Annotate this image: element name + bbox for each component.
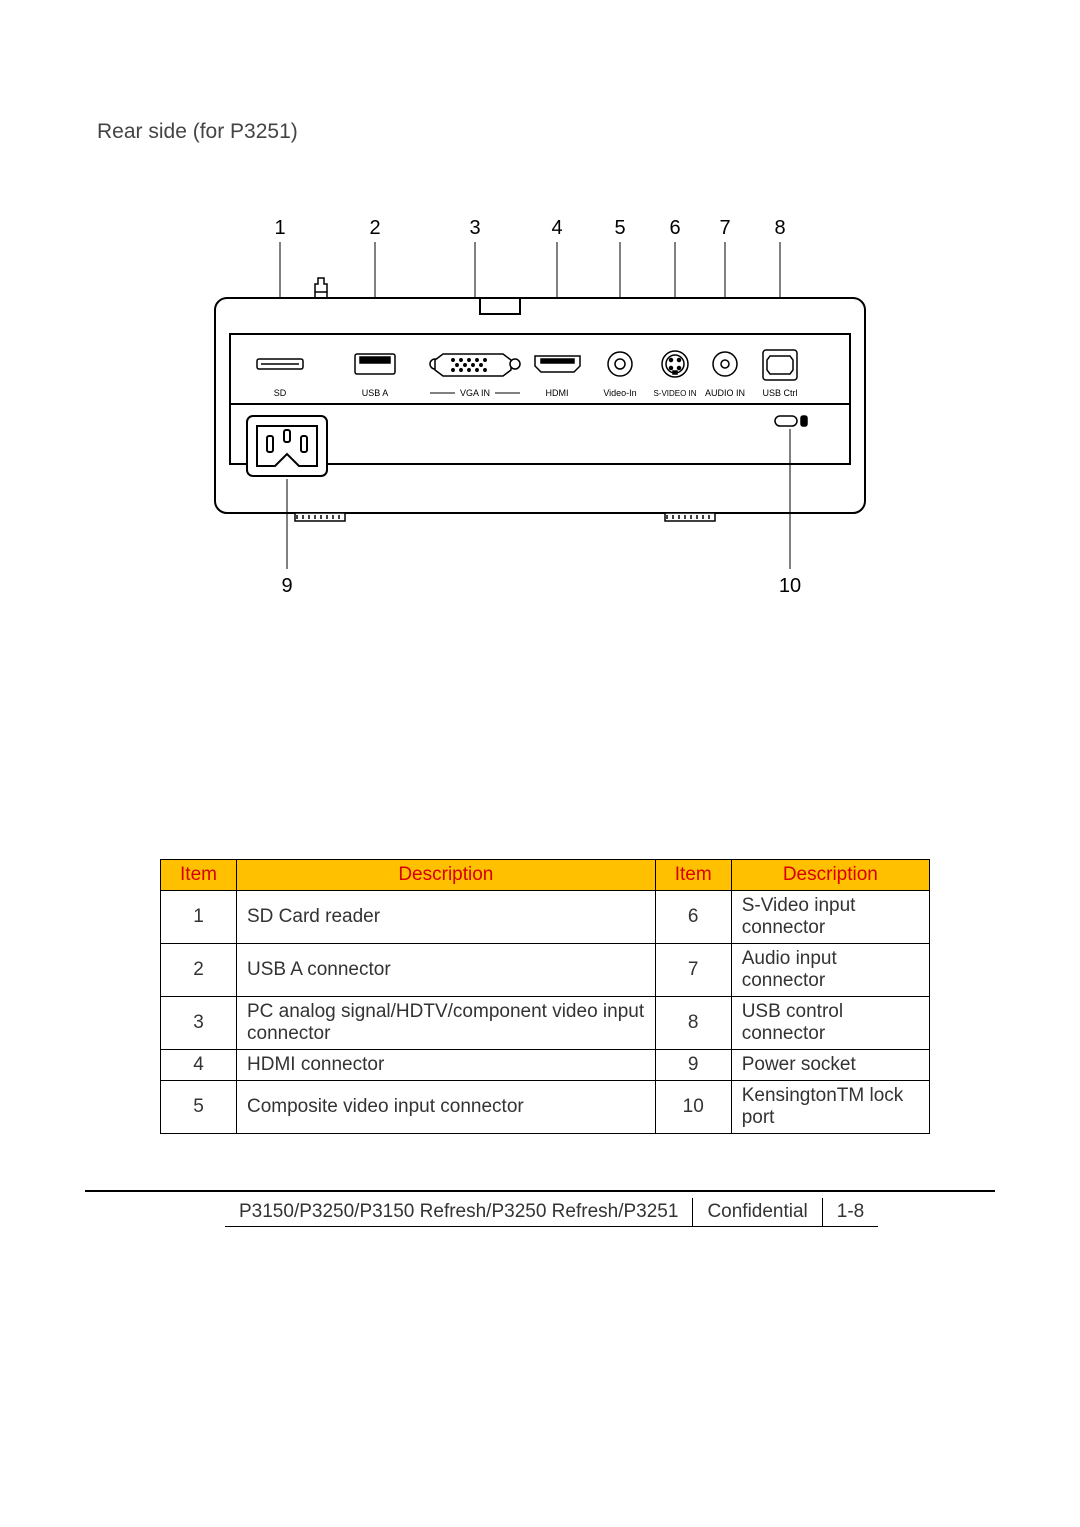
th-desc-a: Description xyxy=(237,860,656,891)
th-item-a: Item xyxy=(161,860,237,891)
th-desc-b: Description xyxy=(731,860,929,891)
footer-page: 1-8 xyxy=(822,1198,878,1227)
th-item-b: Item xyxy=(655,860,731,891)
svg-text:HDMI: HDMI xyxy=(546,388,569,398)
callout-4: 4 xyxy=(551,217,562,239)
callout-8: 8 xyxy=(774,217,785,239)
callout-3: 3 xyxy=(469,217,480,239)
port-description-table: Item Description Item Description 1 SD C… xyxy=(160,859,930,1134)
footer-models: P3150/P3250/P3150 Refresh/P3250 Refresh/… xyxy=(225,1198,693,1227)
footer-confidential: Confidential xyxy=(693,1198,822,1227)
callout-1: 1 xyxy=(274,217,285,239)
callout-2: 2 xyxy=(369,217,380,239)
table-row: 4 HDMI connector 9 Power socket xyxy=(161,1050,930,1081)
svg-text:USB Ctrl: USB Ctrl xyxy=(762,388,797,398)
svg-text:S-VIDEO IN: S-VIDEO IN xyxy=(653,389,696,398)
table-row: 2 USB A connector 7 Audio input connecto… xyxy=(161,944,930,997)
callout-10: 10 xyxy=(779,575,801,597)
page-footer: P3150/P3250/P3150 Refresh/P3250 Refresh/… xyxy=(85,1190,995,1227)
table-row: 1 SD Card reader 6 S-Video input connect… xyxy=(161,891,930,944)
rear-panel-diagram: 1 2 3 4 5 6 7 8 xyxy=(205,204,885,629)
callout-7: 7 xyxy=(719,217,730,239)
callout-6: 6 xyxy=(669,217,680,239)
page-title: Rear side (for P3251) xyxy=(97,120,995,144)
callout-9: 9 xyxy=(281,575,292,597)
svg-text:USB A: USB A xyxy=(362,388,389,398)
table-row: 3 PC analog signal/HDTV/component video … xyxy=(161,997,930,1050)
table-row: 5 Composite video input connector 10 Ken… xyxy=(161,1081,930,1134)
svg-text:VGA IN: VGA IN xyxy=(460,388,490,398)
svg-text:Video-In: Video-In xyxy=(603,388,636,398)
svg-text:SD: SD xyxy=(274,388,287,398)
svg-text:AUDIO IN: AUDIO IN xyxy=(705,388,745,398)
callout-5: 5 xyxy=(614,217,625,239)
